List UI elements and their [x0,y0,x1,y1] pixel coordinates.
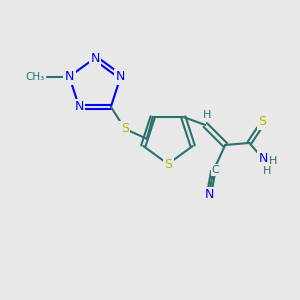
Text: CH₃: CH₃ [25,72,44,82]
Text: N: N [259,152,268,166]
Text: N: N [205,188,214,202]
Text: S: S [258,116,266,128]
Text: S: S [164,158,172,170]
Text: N: N [116,70,125,83]
Text: H: H [203,110,212,120]
Text: C: C [212,165,219,175]
Text: N: N [90,52,100,64]
Text: N: N [74,100,84,113]
Text: S: S [121,122,129,135]
Text: H: H [269,156,278,166]
Text: H: H [263,166,272,176]
Text: N: N [64,70,74,83]
